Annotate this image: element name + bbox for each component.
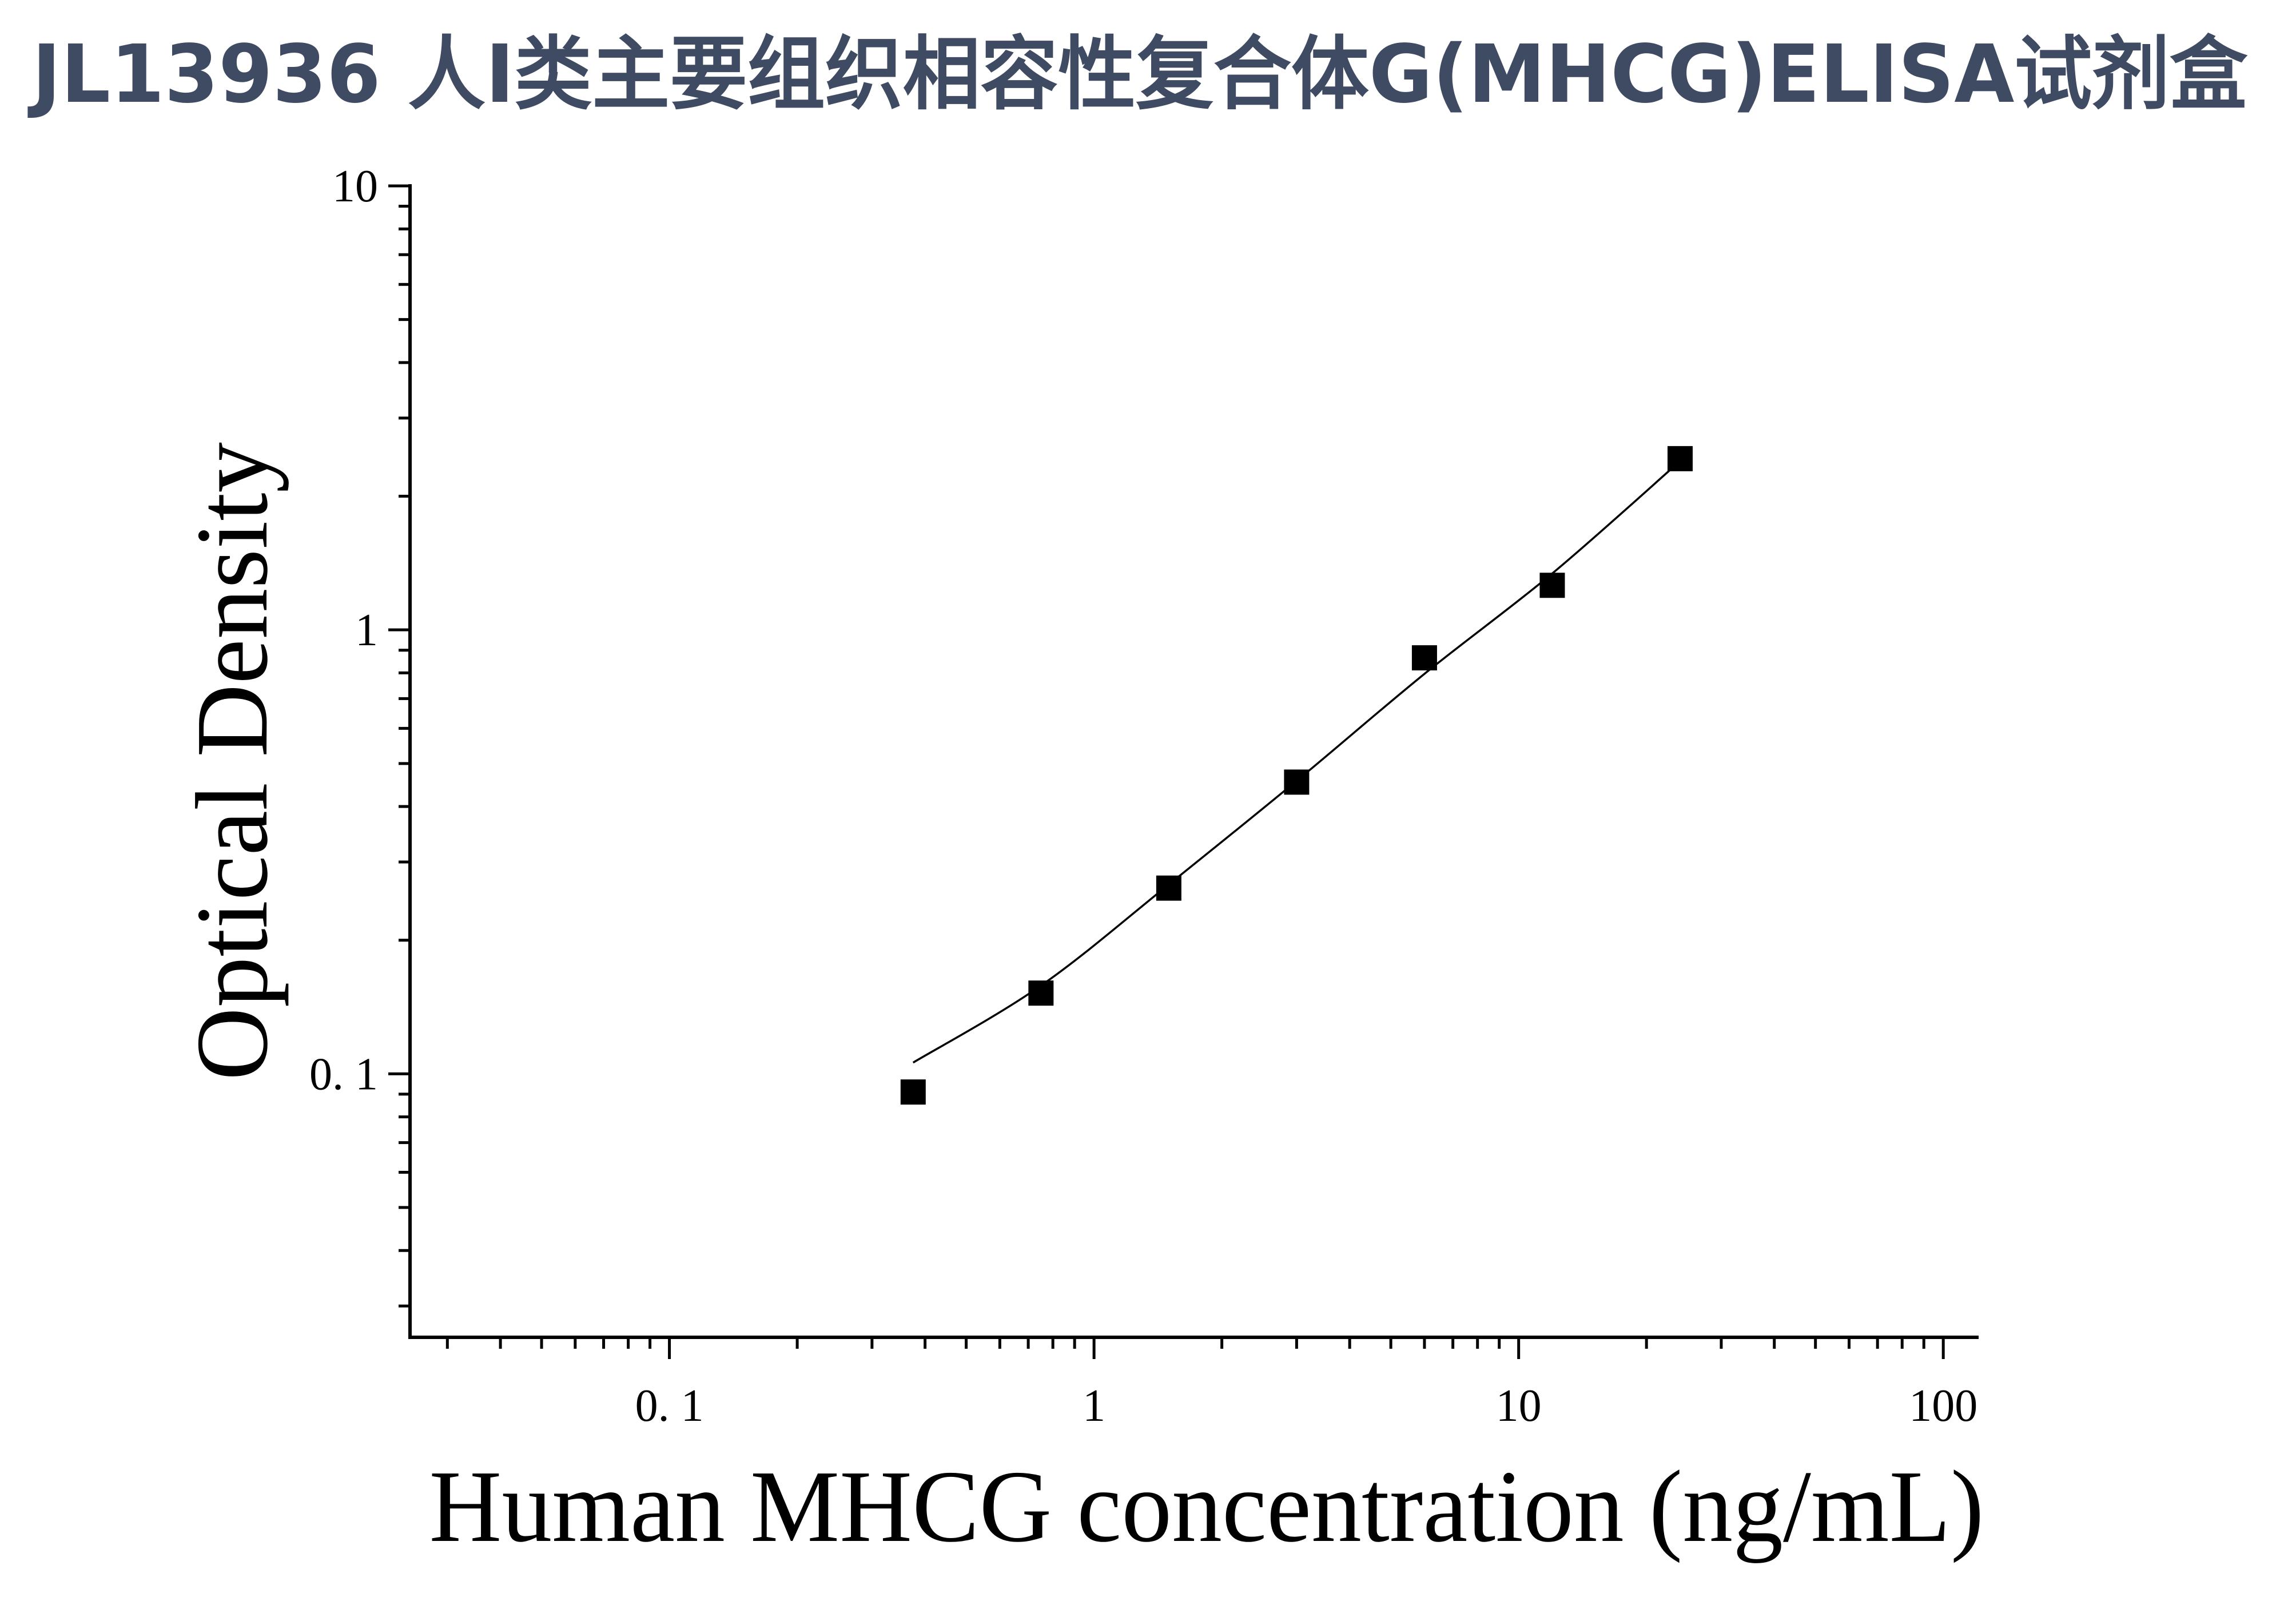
data-point-marker bbox=[900, 1079, 926, 1105]
chart-title: JL13936 人Ⅰ类主要组织相容性复合体G(MHCG)ELISA试剂盒 bbox=[27, 28, 2248, 121]
y-tick-label: 1 bbox=[355, 605, 378, 655]
data-point-marker bbox=[1539, 573, 1565, 598]
y-tick-label: 10 bbox=[332, 161, 378, 212]
plot-area: 0. 1 1 10 100 0. 1 1 10 bbox=[309, 161, 1979, 1431]
y-axis-tick-labels: 0. 1 1 10 bbox=[309, 161, 378, 1099]
data-point-marker bbox=[1284, 769, 1310, 795]
data-series bbox=[900, 446, 1693, 1105]
x-axis-ticks bbox=[445, 1337, 1945, 1359]
x-axis-tick-labels: 0. 1 1 10 100 bbox=[635, 1381, 1978, 1431]
x-tick-label: 0. 1 bbox=[635, 1381, 704, 1431]
x-axis-title: Human MHCG concentration (ng/mL) bbox=[429, 1449, 1984, 1563]
data-point-marker bbox=[1156, 875, 1181, 901]
y-axis-ticks bbox=[388, 184, 410, 1308]
data-point-marker bbox=[1411, 645, 1437, 671]
y-tick-label: 0. 1 bbox=[309, 1049, 378, 1099]
data-point-marker bbox=[1028, 980, 1054, 1006]
x-tick-label: 10 bbox=[1496, 1381, 1542, 1431]
x-tick-label: 100 bbox=[1909, 1381, 1977, 1431]
data-point-marker bbox=[1667, 446, 1693, 471]
x-tick-label: 1 bbox=[1083, 1381, 1105, 1431]
y-axis-title: Optical Density bbox=[175, 442, 289, 1080]
